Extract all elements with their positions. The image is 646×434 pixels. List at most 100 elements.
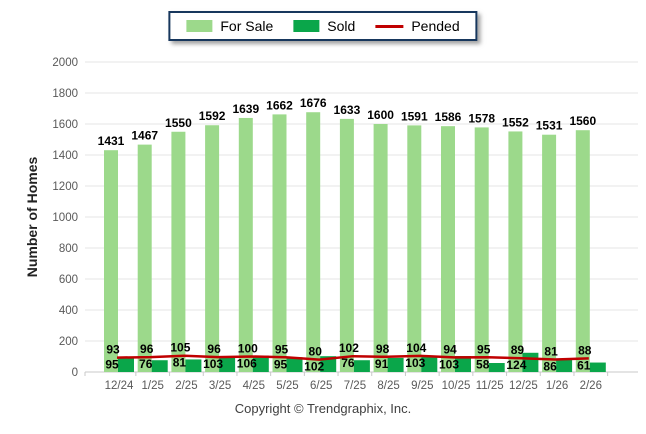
sold-bar bbox=[387, 357, 404, 372]
pended-value-label: 93 bbox=[106, 343, 120, 357]
x-tick-label: 4/25 bbox=[243, 380, 265, 392]
x-tick-label: 2/25 bbox=[175, 380, 197, 392]
legend-item-sold: Sold bbox=[293, 18, 355, 34]
for-sale-bar bbox=[474, 127, 489, 372]
y-tick-label: 600 bbox=[59, 274, 78, 286]
sold-value-label: 91 bbox=[375, 357, 389, 371]
pended-value-label: 88 bbox=[578, 343, 592, 357]
sold-bar bbox=[286, 357, 303, 372]
legend: For Sale Sold Pended bbox=[168, 11, 478, 41]
x-tick-label: 8/25 bbox=[377, 380, 399, 392]
pended-value-label: 95 bbox=[477, 342, 491, 356]
for-sale-value-label: 1639 bbox=[232, 102, 259, 116]
sold-swatch-icon bbox=[293, 20, 320, 32]
pended-value-label: 102 bbox=[339, 341, 359, 355]
sold-value-label: 102 bbox=[304, 360, 324, 374]
for-sale-value-label: 1676 bbox=[300, 96, 327, 110]
for-sale-value-label: 1531 bbox=[536, 119, 563, 133]
pended-line-swatch-icon bbox=[375, 24, 404, 28]
x-tick-label: 6/25 bbox=[310, 380, 332, 392]
sold-value-label: 95 bbox=[105, 358, 119, 372]
legend-label-pended: Pended bbox=[411, 18, 460, 34]
legend-item-for-sale: For Sale bbox=[186, 18, 273, 34]
sold-bar bbox=[455, 356, 471, 372]
for-sale-bar bbox=[407, 125, 422, 373]
sold-value-label: 76 bbox=[341, 356, 355, 370]
y-tick-label: 1400 bbox=[52, 150, 78, 162]
y-tick-label: 1600 bbox=[52, 119, 78, 131]
x-tick-label: 5/25 bbox=[276, 380, 298, 392]
for-sale-bar bbox=[238, 117, 253, 372]
sold-value-label: 76 bbox=[139, 357, 153, 371]
pended-value-label: 96 bbox=[140, 342, 154, 356]
x-tick-label: 12/24 bbox=[105, 380, 134, 392]
y-axis-title: Number of Homes bbox=[24, 156, 40, 278]
sold-bar bbox=[589, 362, 606, 372]
pended-line bbox=[116, 354, 589, 361]
legend-label-sold: Sold bbox=[327, 18, 356, 34]
copyright-text: Copyright © Trendgraphix, Inc. bbox=[234, 401, 412, 416]
for-sale-value-label: 1578 bbox=[468, 111, 495, 125]
pended-value-label: 81 bbox=[544, 344, 558, 358]
x-tick-label: 7/25 bbox=[344, 380, 366, 392]
y-tick-label: 800 bbox=[59, 243, 78, 255]
for-sale-bar bbox=[137, 144, 152, 372]
y-tick-label: 0 bbox=[72, 367, 78, 379]
x-tick-label: 1/26 bbox=[546, 380, 568, 392]
sold-value-label: 103 bbox=[405, 356, 425, 370]
legend-item-pended: Pended bbox=[375, 18, 460, 34]
legend-label-for-sale: For Sale bbox=[220, 18, 274, 34]
for-sale-bar bbox=[104, 150, 118, 372]
pended-value-label: 89 bbox=[511, 343, 525, 357]
for-sale-bar bbox=[575, 130, 590, 372]
sold-value-label: 124 bbox=[506, 358, 526, 372]
pended-value-label: 80 bbox=[309, 345, 323, 359]
for-sale-value-label: 1592 bbox=[199, 109, 226, 123]
pended-value-label: 94 bbox=[443, 342, 457, 356]
sold-value-label: 95 bbox=[274, 357, 288, 371]
sold-bar bbox=[353, 360, 370, 372]
sold-bar bbox=[556, 358, 573, 372]
y-tick-label: 1800 bbox=[52, 88, 78, 100]
sold-bar bbox=[219, 356, 236, 372]
x-tick-label: 11/25 bbox=[476, 380, 504, 392]
x-tick-label: 2/26 bbox=[580, 380, 602, 392]
sold-bar bbox=[421, 356, 438, 372]
sold-value-label: 81 bbox=[173, 356, 187, 370]
sold-bar bbox=[151, 360, 168, 372]
for-sale-value-label: 1550 bbox=[165, 116, 192, 130]
for-sale-value-label: 1633 bbox=[334, 103, 361, 117]
sold-value-label: 103 bbox=[439, 357, 459, 371]
x-tick-label: 3/25 bbox=[209, 380, 231, 392]
sold-value-label: 106 bbox=[237, 357, 257, 371]
for-sale-value-label: 1431 bbox=[98, 134, 125, 148]
for-sale-value-label: 1560 bbox=[569, 114, 596, 128]
pended-value-label: 98 bbox=[376, 342, 390, 356]
sold-bar bbox=[185, 359, 202, 372]
y-tick-label: 2000 bbox=[52, 57, 78, 69]
y-tick-label: 200 bbox=[59, 336, 78, 348]
sold-value-label: 61 bbox=[577, 358, 591, 372]
sold-value-label: 86 bbox=[543, 359, 557, 373]
sold-bar bbox=[118, 357, 134, 372]
sold-value-label: 103 bbox=[203, 357, 223, 371]
for-sale-bar bbox=[171, 131, 186, 372]
sold-bar bbox=[488, 363, 505, 372]
for-sale-bar bbox=[306, 112, 321, 372]
pended-value-label: 100 bbox=[238, 342, 258, 356]
sold-value-label: 58 bbox=[476, 357, 490, 371]
for-sale-bar bbox=[542, 134, 557, 372]
pended-value-label: 95 bbox=[275, 342, 289, 356]
y-tick-label: 1000 bbox=[52, 212, 78, 224]
for-sale-bar bbox=[508, 131, 523, 372]
for-sale-bar bbox=[205, 125, 220, 373]
for-sale-value-label: 1662 bbox=[266, 98, 293, 112]
pended-value-label: 105 bbox=[170, 341, 190, 355]
for-sale-swatch-icon bbox=[186, 20, 213, 32]
for-sale-value-label: 1586 bbox=[435, 110, 462, 124]
sold-bar bbox=[252, 355, 269, 372]
for-sale-value-label: 1600 bbox=[367, 108, 394, 122]
for-sale-bar bbox=[373, 124, 388, 372]
x-tick-label: 9/25 bbox=[411, 380, 433, 392]
